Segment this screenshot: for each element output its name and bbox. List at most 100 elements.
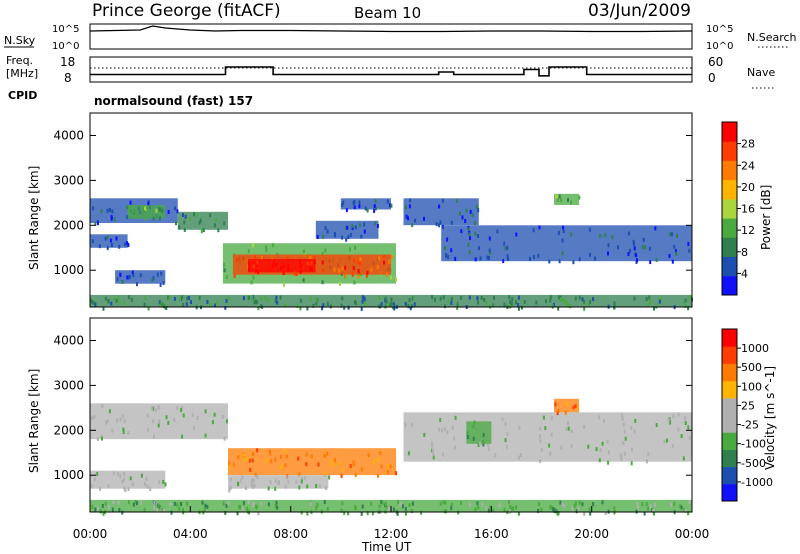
scatter-cell [654, 226, 657, 231]
scatter-cell [276, 505, 279, 510]
scatter-cell [330, 458, 333, 463]
nave-label: Nave [747, 66, 775, 79]
scatter-cell [108, 409, 111, 414]
scatter-cell [371, 511, 374, 516]
scatter-cell [239, 478, 242, 483]
nave-tick-bottom: 0 [708, 71, 716, 85]
scatter-cell [687, 425, 690, 430]
scatter-cell [108, 208, 111, 212]
scatter-cell [557, 306, 560, 311]
scatter-cell [106, 208, 109, 213]
scatter-cell [477, 505, 480, 510]
scatter-cell [517, 306, 520, 311]
scatter-cell [299, 263, 302, 268]
scatter-cell [472, 424, 475, 429]
scatter-cell [438, 204, 441, 209]
scatter-cell [265, 245, 268, 250]
scatter-cell [123, 486, 126, 491]
scatter-cell [597, 415, 600, 420]
scatter-cell [431, 448, 434, 453]
scatter-cell [310, 454, 313, 459]
scatter-cell [282, 264, 285, 269]
scatter-cell [269, 480, 272, 485]
scatter-cell [684, 298, 687, 303]
scatter-cell [404, 423, 407, 428]
scatter-cell [127, 243, 130, 248]
scatter-cell [367, 453, 370, 457]
scatter-cell [111, 507, 114, 512]
scatter-cell [221, 415, 224, 419]
scatter-cell [250, 479, 253, 484]
scatter-cell [595, 447, 598, 452]
scatter-cell [581, 297, 584, 302]
scatter-cell [299, 306, 302, 311]
ytick-label: 1000 [53, 263, 84, 277]
scatter-cell [97, 221, 99, 226]
scatter-cell [176, 502, 179, 507]
scatter-cell [338, 268, 341, 273]
scatter-cell [173, 296, 176, 301]
scatter-cell [507, 256, 509, 261]
scatter-cell [251, 458, 254, 463]
scatter-cell [621, 417, 624, 421]
scatter-cell [565, 300, 568, 305]
scatter-cell [306, 306, 309, 311]
scatter-cell [165, 306, 168, 310]
scatter-cell [515, 300, 518, 305]
station-title: Prince George (fitACF) [92, 1, 281, 21]
scatter-cell [549, 451, 552, 456]
scatter-cell [358, 204, 361, 209]
scatter-cell [163, 304, 166, 309]
scatter-cell [353, 200, 356, 204]
scatter-cell [313, 256, 316, 260]
scatter-cell [687, 306, 690, 311]
scatter-cell [113, 297, 116, 302]
colorbar-bin [722, 415, 737, 433]
scatter-cell [107, 484, 110, 488]
scatter-cell [410, 304, 413, 309]
scatter-cell [145, 476, 148, 481]
scatter-cell [562, 229, 565, 233]
scatter-cell [254, 268, 257, 273]
scatter-cell [550, 432, 553, 437]
scatter-cell [386, 272, 388, 277]
scatter-cell [450, 297, 453, 302]
velocity-xticks: 00:00 04:00 08:00 12:00 16:00 20:00 00:00 [73, 506, 709, 541]
scatter-cell [136, 282, 138, 287]
scatter-cell [225, 503, 228, 508]
scatter-cell [349, 247, 351, 252]
scatter-cell [506, 432, 509, 437]
scatter-cell [157, 423, 160, 428]
scatter-cell [253, 298, 256, 302]
scatter-cell [383, 260, 385, 265]
scatter-cell [353, 280, 356, 285]
scatter-cell [228, 488, 231, 493]
scatter-cell [377, 473, 379, 478]
scatter-cell [342, 467, 345, 472]
scatter-cell [170, 510, 173, 515]
scatter-cell [647, 506, 650, 511]
scatter-cell [205, 508, 208, 513]
scatter-cell [117, 500, 120, 505]
scatter-cell [357, 268, 360, 273]
scatter-cell [645, 459, 648, 464]
colorbar-bin [722, 160, 737, 181]
scatter-cell [343, 305, 346, 310]
scatter-cell [111, 428, 114, 433]
scatter-cell [636, 502, 639, 507]
scatter-cell [508, 500, 511, 505]
colorbar-bin [722, 449, 737, 468]
scatter-cell [366, 208, 369, 213]
scatter-cell [488, 248, 491, 253]
scatter-cell [455, 198, 458, 203]
colorbar-tick-label: 20 [741, 181, 755, 194]
scatter-cell [567, 421, 569, 426]
scatter-cell [505, 444, 508, 449]
scatter-cell [683, 507, 686, 512]
scatter-cell [122, 427, 125, 432]
scatter-cell [404, 301, 407, 306]
scatter-cell [126, 205, 129, 210]
scatter-cell [467, 227, 470, 232]
scatter-cell [200, 229, 203, 234]
scatter-cell [153, 500, 156, 505]
